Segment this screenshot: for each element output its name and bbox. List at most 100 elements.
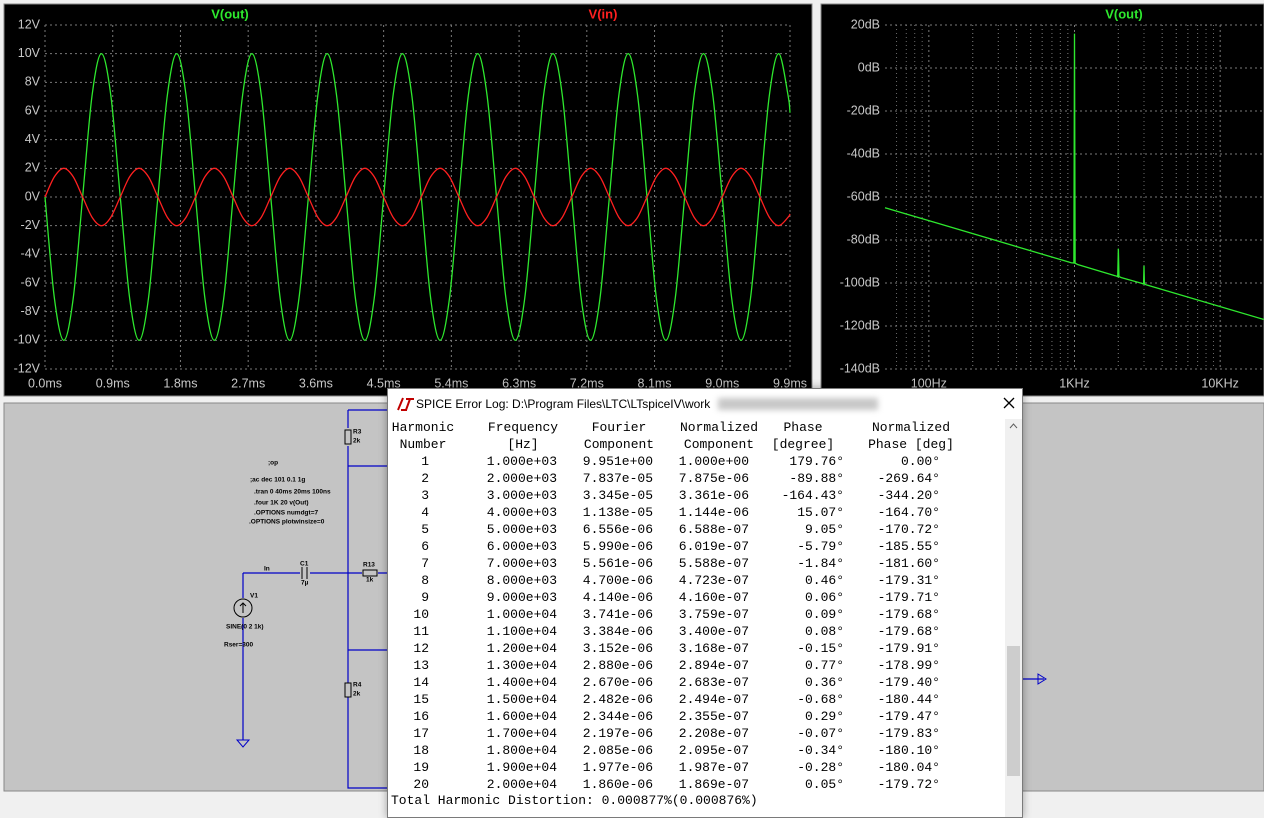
table-cell: -179.83° [877, 726, 940, 741]
table-cell: 2.683e-07 [678, 675, 749, 690]
redacted-path [718, 398, 878, 410]
x-tick-label: 2.7ms [231, 376, 265, 390]
table-cell: 1.000e+03 [486, 454, 557, 469]
table-cell: -178.99° [877, 658, 940, 673]
y-tick-label: -40dB [847, 146, 880, 160]
y-tick-label: -80dB [847, 232, 880, 246]
table-cell: 5.990e-06 [582, 539, 653, 554]
scrollbar[interactable] [1005, 419, 1022, 817]
schematic-symbols [233, 429, 1047, 748]
table-cell: 8.000e+03 [486, 573, 557, 588]
x-tick-label: 5.4ms [434, 376, 468, 390]
table-cell: 6.000e+03 [486, 539, 557, 554]
table-cell: -89.88° [789, 471, 844, 486]
column-header: [degree] [771, 437, 835, 452]
table-cell: -0.07° [797, 726, 844, 741]
table-cell: 7.875e-06 [678, 471, 749, 486]
table-cell: 11 [413, 624, 429, 639]
table-cell: 14 [413, 675, 429, 690]
table-cell: 1.987e-07 [678, 760, 749, 775]
table-cell: 15 [413, 692, 429, 707]
table-cell: 3.361e-06 [678, 488, 749, 503]
column-header: Normalized [871, 420, 950, 435]
column-header: [Hz] [507, 437, 539, 452]
table-cell: 2.355e-07 [678, 709, 749, 724]
y-tick-label: 10V [18, 46, 41, 60]
y-tick-label: -120dB [840, 318, 880, 332]
table-cell: 6.588e-07 [678, 522, 749, 537]
table-cell: 1.900e+04 [486, 760, 557, 775]
table-cell: 4.000e+03 [486, 505, 557, 520]
table-cell: 0.36° [804, 675, 844, 690]
table-cell: 2.344e-06 [582, 709, 653, 724]
schematic-wires [242, 409, 1044, 789]
table-cell: 7.000e+03 [486, 556, 557, 571]
scroll-thumb[interactable] [1007, 646, 1020, 776]
table-cell: 0.08° [804, 624, 844, 639]
table-cell: 3.152e-06 [582, 641, 653, 656]
component-name: R13 [363, 562, 375, 569]
component-value: Rser=300 [224, 642, 253, 649]
table-cell: -180.10° [877, 743, 940, 758]
y-tick-label: 2V [25, 161, 41, 175]
scroll-up[interactable] [1005, 419, 1022, 433]
directive: ;op [268, 460, 278, 467]
component-value: 1k [366, 577, 374, 584]
table-cell: 13 [413, 658, 429, 673]
table-cell: 2.208e-07 [678, 726, 749, 741]
table-cell: 20 [413, 777, 429, 792]
y-tick-label: 20dB [851, 17, 880, 31]
directive: .four 1K 20 v(Out) [254, 500, 309, 507]
error-log-dialog: SPICE Error Log: D:\Program Files\LTC\LT… [387, 388, 1023, 818]
y-tick-label: 0V [25, 189, 41, 203]
table-cell: 0.05° [804, 777, 844, 792]
table-cell: 2.197e-06 [582, 726, 653, 741]
table-cell: -269.64° [877, 471, 940, 486]
x-tick-label: 7.2ms [570, 376, 604, 390]
component-value: 2k [353, 438, 361, 445]
table-cell: 4.160e-07 [678, 590, 749, 605]
y-tick-label: -4V [21, 247, 41, 261]
table-cell: 1.100e+04 [486, 624, 557, 639]
table-cell: 2.494e-07 [678, 692, 749, 707]
directive: ;ac dec 101 0.1 1g [250, 477, 305, 484]
table-cell: 4 [421, 505, 429, 520]
table-cell: 5.561e-06 [582, 556, 653, 571]
table-cell: -180.44° [877, 692, 940, 707]
thd-line: Total Harmonic Distortion: 0.000877%(0.0… [391, 793, 758, 808]
component-name: V1 [250, 593, 258, 600]
y-tick-label: -100dB [840, 275, 880, 289]
column-header: Component [583, 437, 655, 452]
table-cell: 5.000e+03 [486, 522, 557, 537]
y-tick-label: -60dB [847, 189, 880, 203]
table-cell: 18 [413, 743, 429, 758]
table-cell: 1.500e+04 [486, 692, 557, 707]
y-tick-label: 0dB [858, 60, 880, 74]
table-cell: 2 [421, 471, 429, 486]
y-tick-label: -6V [21, 275, 41, 289]
table-cell: 2.000e+03 [486, 471, 557, 486]
table-cell: -179.71° [877, 590, 940, 605]
table-cell: -179.47° [877, 709, 940, 724]
table-cell: -181.60° [877, 556, 940, 571]
trace [884, 33, 1264, 321]
table-cell: 0.77° [804, 658, 844, 673]
table-cell: 8 [421, 573, 429, 588]
x-tick-label: 9.9ms [773, 376, 807, 390]
table-cell: -170.72° [877, 522, 940, 537]
component-name: R4 [353, 682, 362, 689]
close-button[interactable] [1001, 395, 1017, 411]
column-header: Number [399, 437, 447, 452]
app-icon [397, 397, 414, 411]
plot-area [884, 24, 1264, 370]
y-tick-label: -20dB [847, 103, 880, 117]
table-cell: -5.79° [797, 539, 844, 554]
trace [44, 167, 791, 227]
table-cell: 1.700e+04 [486, 726, 557, 741]
table-cell: 1.000e+04 [486, 607, 557, 622]
table-cell: 3.400e-07 [678, 624, 749, 639]
table-cell: 2.085e-06 [582, 743, 653, 758]
table-cell: -0.28° [797, 760, 844, 775]
table-cell: -164.43° [781, 488, 844, 503]
x-tick-label: 9.0ms [705, 376, 739, 390]
